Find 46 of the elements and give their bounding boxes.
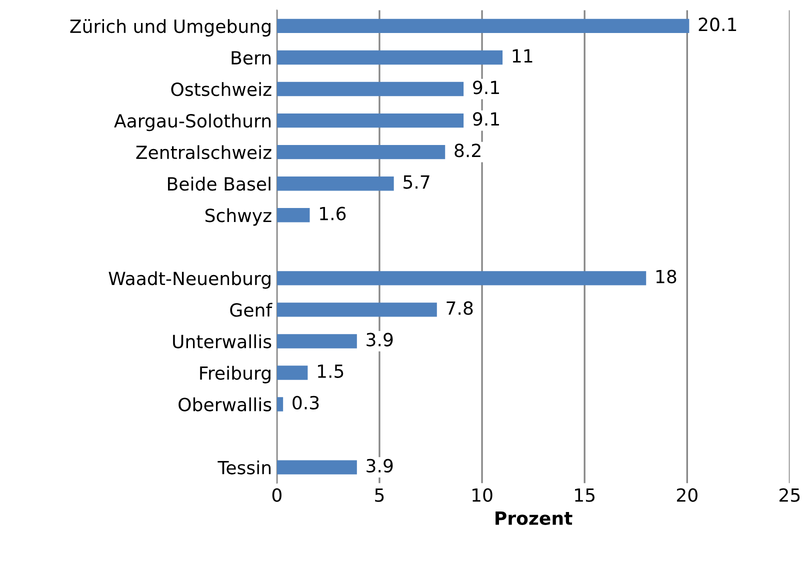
x-tick-label: 10 [472,488,492,502]
y-tick-label: Oberwallis [178,397,272,412]
y-tick-label: Freiburg [200,366,270,384]
bar [276,334,357,348]
data-label: 1.6 [320,206,346,220]
bar [276,113,464,128]
data-label: 18 [656,270,676,284]
y-tick-label: Beide Basel [168,176,270,191]
y-tick-label: Zürich und Umgebung [70,19,270,37]
bar [276,176,394,191]
y-tick-label: Genf [230,302,272,317]
data-label: 3.9 [366,332,393,346]
bar [276,208,310,222]
bar [276,50,503,65]
y-tick-label: Ostschweiz [171,82,272,96]
data-label: 5.7 [404,175,430,189]
x-axis-title: Prozent [496,512,572,525]
x-tick-label: 25 [780,488,800,502]
data-label: 7.8 [446,301,473,315]
y-tick-label: Bern [232,51,271,65]
bar [276,82,464,96]
data-label: 3.9 [366,458,393,473]
data-label: 9.1 [473,112,499,126]
bar [276,144,446,160]
y-tick-label: Tessin [218,460,271,474]
x-tick-label: 15 [575,488,594,502]
bar [276,460,357,474]
y-tick-label: Zentralschweiz [136,145,272,160]
y-tick-label: Schwyz [205,208,272,226]
y-tick-label: Unterwallis [173,334,272,348]
data-label: 8.2 [454,144,480,158]
bar [276,302,437,317]
data-label: 20.1 [698,18,736,32]
data-label: 1.5 [318,364,344,378]
x-tick-label: 0 [272,488,282,502]
bar [276,366,308,380]
x-tick-label: 5 [375,488,384,502]
bar [276,397,284,412]
bar [276,271,646,286]
x-tick-label: 20 [676,488,698,502]
data-label: 0.3 [292,396,319,410]
bar [276,18,690,34]
y-tick-label: Aargau-Solothurn [114,114,271,132]
y-tick-label: Waadt-Neuenburg [108,271,270,289]
data-label: 9.1 [473,80,499,94]
data-label: 11 [512,49,532,62]
